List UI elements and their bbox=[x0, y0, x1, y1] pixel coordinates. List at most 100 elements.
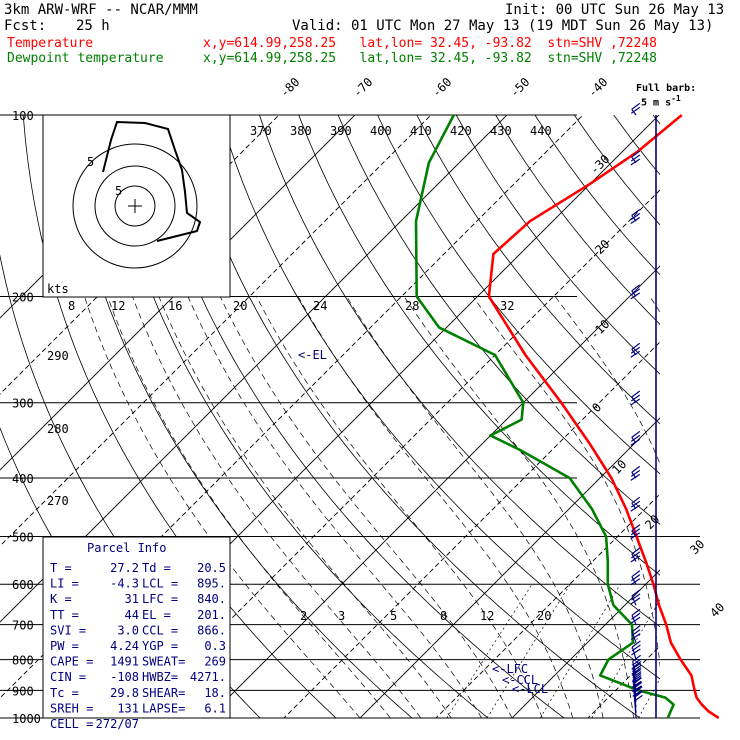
wind-barb-flag bbox=[631, 648, 641, 656]
wind-barb-flag bbox=[631, 662, 641, 670]
wind-barb-flag bbox=[631, 570, 641, 578]
isotherm-label: 30 bbox=[687, 537, 707, 557]
wind-barb-flag bbox=[630, 292, 641, 300]
dry-adiabat bbox=[455, 115, 660, 375]
parcel-row-label: TT = bbox=[50, 608, 79, 622]
wind-barb-staff bbox=[632, 661, 637, 676]
parcel-row-label: CELL = bbox=[50, 717, 93, 731]
mixing-ratio-label: 32 bbox=[500, 299, 514, 313]
pressure-label-400: 400 bbox=[12, 472, 34, 486]
dry-adiabat bbox=[219, 115, 660, 680]
wind-barb-flag bbox=[631, 675, 642, 683]
isotherm bbox=[651, 102, 740, 731]
wind-barb-flag bbox=[630, 616, 641, 624]
wind-barb-flag bbox=[631, 644, 641, 652]
dry-adiabat bbox=[337, 115, 660, 525]
parcel-row-value-2: 18. bbox=[204, 686, 226, 700]
moist-adiabat bbox=[554, 296, 660, 465]
parcel-row-label-2: LFC = bbox=[142, 592, 178, 606]
parcel-row-label: PW = bbox=[50, 639, 79, 653]
wind-barb-flag bbox=[631, 629, 641, 637]
mixing-ratio-line bbox=[539, 584, 621, 718]
mixing-ratio-line bbox=[446, 584, 533, 718]
isotherm bbox=[587, 645, 660, 718]
pressure-label-800: 800 bbox=[12, 654, 34, 668]
mixing-ratio-label: 16 bbox=[168, 299, 182, 313]
isotherm-label: -40 bbox=[585, 75, 610, 100]
isotherm-label: 40 bbox=[707, 600, 727, 620]
parcel-info-frame bbox=[42, 536, 231, 719]
wind-barb-flag bbox=[630, 154, 641, 162]
wind-barb-flag bbox=[630, 473, 641, 481]
dry-adiabat bbox=[732, 115, 740, 731]
full-barb-speed-unit: -1 bbox=[671, 94, 681, 103]
parcel-row-label-2: LCL = bbox=[142, 577, 178, 591]
isotherm bbox=[0, 115, 508, 623]
hodograph-ring bbox=[72, 143, 198, 269]
wind-barb-flag bbox=[630, 528, 641, 536]
parcel-row-value: 3.0 bbox=[117, 623, 139, 637]
isotherm bbox=[511, 569, 660, 718]
hodograph-trace bbox=[102, 120, 202, 242]
moist-adiabat bbox=[84, 296, 361, 718]
moist-adiabat bbox=[649, 296, 660, 313]
hodograph-center bbox=[128, 199, 142, 213]
parcel-row-label-2: CCL = bbox=[142, 623, 178, 637]
dry-adiabat bbox=[259, 115, 660, 628]
theta-e-label: 380 bbox=[290, 124, 312, 138]
wind-barb-staff bbox=[631, 595, 637, 606]
mixing-ratio-label-low: 12 bbox=[480, 609, 494, 623]
wind-barb-flag bbox=[630, 633, 641, 641]
moist-adiabat bbox=[297, 296, 574, 718]
mixing-ratio-line bbox=[486, 584, 571, 718]
wind-barbs bbox=[630, 102, 657, 719]
wind-barb-flag bbox=[630, 350, 641, 358]
dry-adiabat bbox=[377, 115, 660, 475]
theta-e-label: 410 bbox=[410, 124, 432, 138]
parcel-level-markers: <-EL <-LFC<-CCL<-LCL bbox=[298, 348, 548, 696]
mixing-ratio-label-low: 5 bbox=[390, 609, 397, 623]
wind-barb-flag bbox=[631, 342, 641, 350]
isotherm-label: 20 bbox=[642, 512, 662, 532]
dry-adiabat bbox=[62, 115, 413, 718]
valid-time: Valid: 01 UTC Mon 27 May 13 (19 MDT Sun … bbox=[292, 18, 714, 34]
wind-barb-flag bbox=[631, 430, 641, 438]
wind-barb-flag bbox=[631, 390, 641, 398]
wind-barb-staff bbox=[631, 553, 637, 562]
hodograph-ring bbox=[114, 185, 156, 227]
level-marker: <-LFC bbox=[492, 662, 528, 676]
parcel-row-label-2: EL = bbox=[142, 608, 171, 622]
isotherm-label: -10 bbox=[587, 317, 612, 342]
dry-adiabat bbox=[692, 115, 740, 731]
wind-barb-flag bbox=[630, 438, 641, 446]
wind-barb-flag bbox=[631, 102, 641, 110]
wind-barb-flag bbox=[631, 680, 642, 688]
parcel-row-value: 4.24 bbox=[110, 639, 139, 653]
wind-barb-flag bbox=[630, 578, 641, 586]
parcel-row-value: -108 bbox=[110, 670, 139, 684]
parcel-row-value-2: 895. bbox=[197, 577, 226, 591]
level-marker: <-EL bbox=[298, 348, 327, 362]
parcel-row-label-2: SHEAR= bbox=[142, 686, 185, 700]
mixing-ratio-label: 12 bbox=[111, 299, 125, 313]
parcel-row-label-2: SWEAT= bbox=[142, 655, 185, 669]
wind-barb-flag bbox=[630, 216, 641, 224]
wind-barb-flag bbox=[632, 689, 643, 697]
wind-barb-flag bbox=[632, 664, 642, 672]
wind-barb-flag bbox=[630, 532, 641, 540]
parcel-row-label: CAPE = bbox=[50, 655, 93, 669]
full-barb-label: Full barb: bbox=[636, 83, 697, 94]
parcel-row-value-2: 840. bbox=[197, 592, 226, 606]
isotherm bbox=[0, 115, 432, 547]
mixing-ratio-label: 8 bbox=[68, 299, 75, 313]
wind-barb-staff bbox=[631, 615, 637, 625]
hodograph-ring-label: 5 bbox=[115, 184, 122, 198]
legend-temperature-info: x,y=614.99,258.25 lat,lon= 32.45, -93.82… bbox=[203, 36, 657, 51]
dry-adiabat bbox=[180, 115, 641, 718]
wind-barb-flag bbox=[632, 640, 641, 648]
parcel-info-title: Parcel Info bbox=[87, 541, 166, 555]
legend-dewpoint-info: x,y=614.99,258.25 lat,lon= 32.45, -93.82… bbox=[203, 51, 657, 66]
init-time: Init: 00 UTC Sun 26 May 13 bbox=[505, 2, 725, 18]
pressure-label-500: 500 bbox=[12, 530, 34, 544]
hodograph-ring-label: 5 bbox=[87, 155, 94, 169]
